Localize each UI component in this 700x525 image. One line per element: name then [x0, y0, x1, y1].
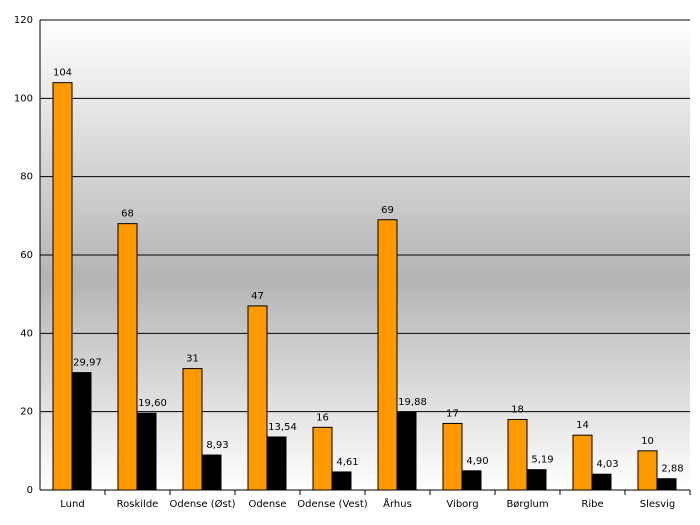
bar	[591, 473, 612, 491]
value-label: 4,90	[466, 456, 488, 467]
x-tick-label: Odense	[248, 499, 286, 510]
value-label: 68	[121, 209, 134, 220]
x-tick-label: Odense (Vest)	[297, 499, 367, 510]
value-label: 19,60	[138, 398, 167, 409]
value-label: 47	[251, 291, 264, 302]
value-label: 13,54	[268, 422, 297, 433]
x-tick-label: Lund	[60, 499, 84, 510]
value-label: 10	[641, 436, 654, 447]
bar	[461, 470, 482, 491]
y-tick-label: 100	[14, 93, 33, 104]
bar	[396, 411, 417, 491]
bar	[331, 471, 352, 491]
value-label: 104	[53, 68, 72, 79]
bar	[637, 450, 658, 491]
bar	[377, 219, 398, 491]
bar	[247, 305, 268, 491]
value-label: 18	[511, 405, 524, 416]
bar	[526, 469, 547, 491]
bar	[656, 478, 677, 491]
bar	[182, 368, 203, 491]
bar	[52, 82, 73, 491]
bar	[507, 419, 528, 491]
y-tick-label: 60	[20, 250, 33, 261]
value-label: 16	[316, 412, 329, 423]
x-tick-label: Ribe	[581, 499, 603, 510]
bar	[442, 422, 463, 491]
bar	[136, 412, 157, 491]
value-label: 2,88	[661, 464, 683, 475]
value-label: 29,97	[73, 358, 102, 369]
value-label: 14	[576, 420, 589, 431]
y-tick-label: 80	[20, 172, 33, 183]
y-tick-label: 120	[14, 15, 33, 26]
y-tick-label: 40	[20, 328, 33, 339]
x-tick-label: Århus	[383, 497, 412, 510]
value-label: 69	[381, 205, 394, 216]
value-label: 8,93	[206, 440, 228, 451]
value-label: 4,03	[596, 459, 618, 470]
x-tick-label: Viborg	[446, 499, 478, 510]
bar	[312, 426, 333, 491]
x-tick-label: Roskilde	[117, 499, 159, 510]
bar	[572, 434, 593, 491]
value-label: 31	[186, 354, 199, 365]
value-label: 19,88	[398, 397, 427, 408]
y-tick-label: 20	[20, 407, 33, 418]
x-tick-label: Odense (Øst)	[169, 498, 235, 510]
y-tick-label: 0	[27, 485, 33, 496]
value-label: 5,19	[531, 455, 553, 466]
value-label: 17	[446, 408, 459, 419]
value-label: 4,61	[336, 457, 358, 468]
bar	[117, 223, 138, 491]
bar	[71, 372, 92, 491]
x-tick-label: Børglum	[506, 499, 548, 510]
bar	[201, 454, 222, 491]
x-tick-label: Slesvig	[640, 499, 676, 510]
bar	[266, 436, 287, 491]
